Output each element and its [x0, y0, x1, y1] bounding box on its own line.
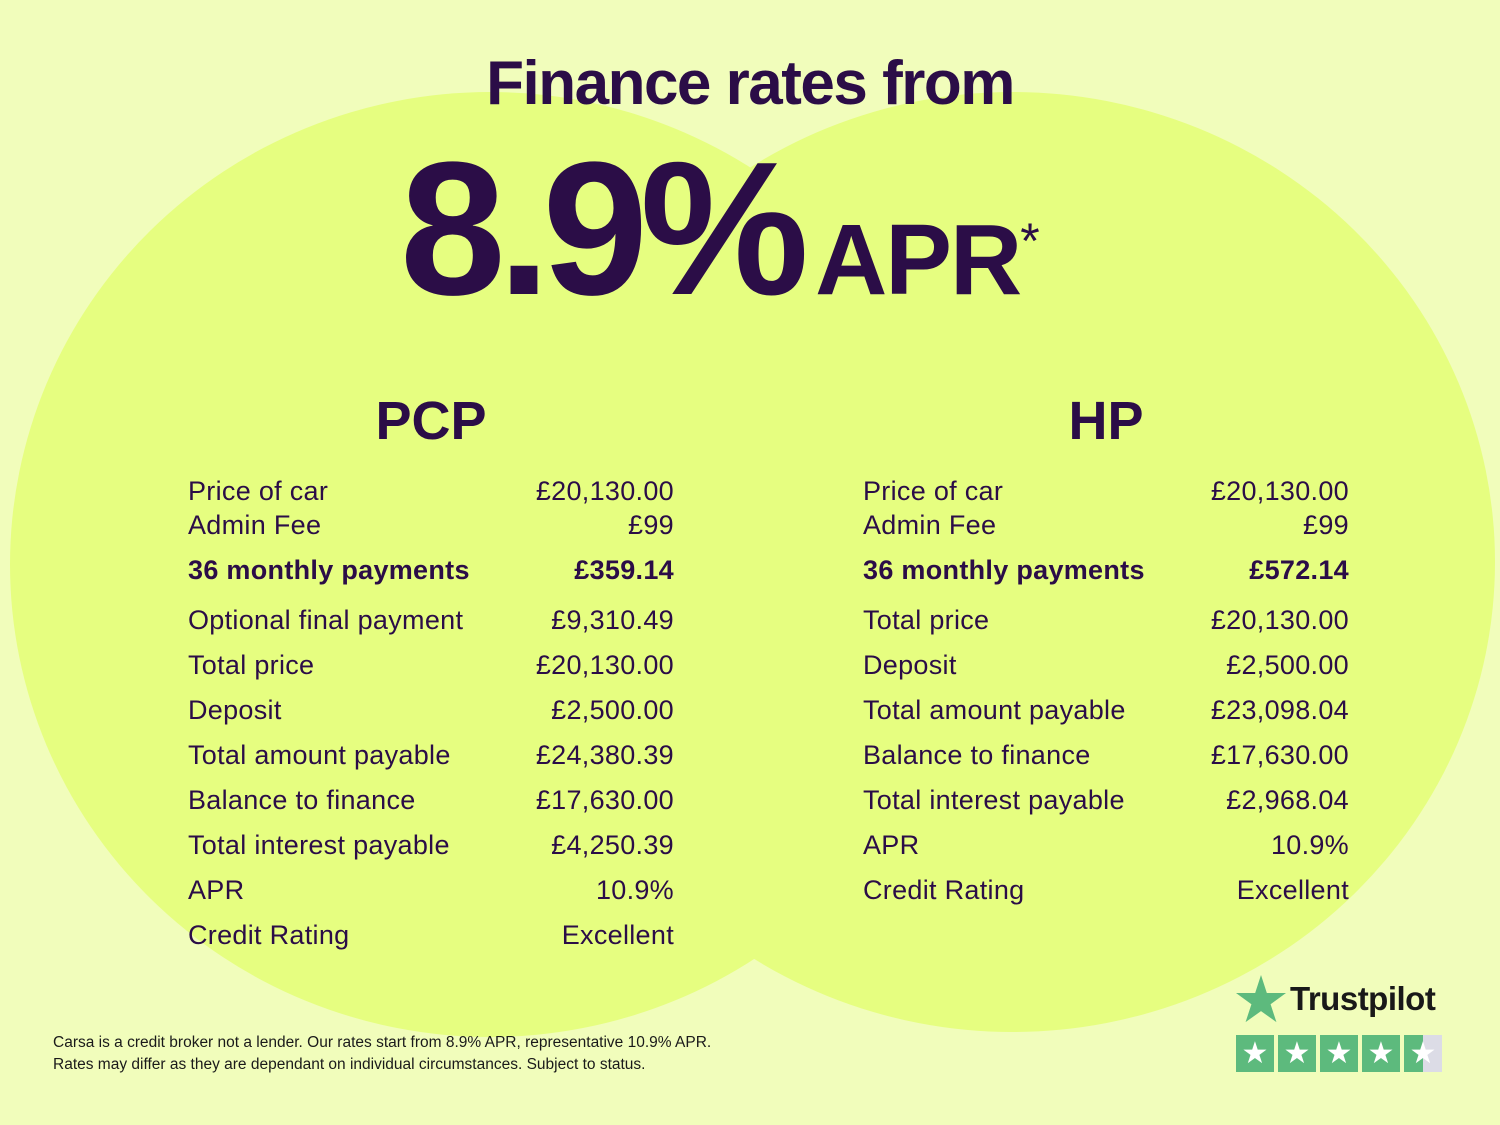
row-value: 10.9%	[595, 875, 674, 905]
disclaimer-line: Rates may differ as they are dependant o…	[53, 1056, 646, 1073]
trustpilot-name: Trustpilot	[1290, 980, 1436, 1017]
row-label: Price of car	[863, 475, 1004, 506]
star-icon: ★	[1278, 1035, 1316, 1072]
table-row: Deposit £2,500.00	[863, 643, 1349, 688]
row-value: £359.14	[574, 554, 674, 585]
row-value: £99	[1303, 509, 1349, 540]
row-value: £20,130.00	[1210, 475, 1349, 506]
row-value: £20,130.00	[535, 650, 674, 680]
table-row: Total interest payable £4,250.39	[188, 823, 674, 868]
table-row: APR 10.9%	[188, 868, 674, 913]
table-row: Total price £20,130.00	[188, 643, 674, 688]
table-row: Balance to finance £17,630.00	[863, 733, 1349, 778]
star-icon: ★	[1236, 1035, 1274, 1072]
star-icon: ★	[1404, 1035, 1442, 1072]
star-icon	[1236, 975, 1286, 1023]
table-row: Total price £20,130.00	[863, 598, 1349, 643]
row-value: £20,130.00	[535, 475, 674, 506]
table-row: Admin Fee £99	[863, 508, 1349, 542]
hp-table: HP Price of car £20,130.00 Admin Fee £99 36 …	[863, 390, 1349, 913]
row-value: Excellent	[561, 920, 674, 950]
rate-value: 8.9%	[400, 123, 809, 335]
row-value: £17,630.00	[535, 785, 674, 815]
row-label: Total price	[188, 650, 315, 680]
hp-title: HP	[1068, 391, 1144, 451]
table-row: Deposit £2,500.00	[188, 688, 674, 733]
table-row: Optional final payment £9,310.49	[188, 598, 674, 643]
row-label: Credit Rating	[188, 920, 350, 950]
row-value: £99	[628, 509, 674, 540]
row-label: APR	[188, 875, 245, 905]
row-value: £2,968.04	[1226, 785, 1349, 815]
row-value: £23,098.04	[1210, 695, 1349, 725]
row-label: Optional final payment	[188, 605, 464, 635]
table-row: Balance to finance £17,630.00	[188, 778, 674, 823]
row-label: 36 monthly payments	[863, 554, 1145, 585]
row-value: £2,500.00	[551, 695, 674, 725]
row-label: 36 monthly payments	[188, 554, 470, 585]
row-value: £2,500.00	[1226, 650, 1349, 680]
disclaimer-line: Carsa is a credit broker not a lender. O…	[53, 1034, 712, 1051]
star-icon: ★	[1362, 1035, 1400, 1072]
row-label: APR	[863, 830, 920, 860]
pcp-title: PCP	[375, 391, 487, 451]
row-label: Credit Rating	[863, 875, 1025, 905]
table-row: Admin Fee £99	[188, 508, 674, 542]
table-row: APR 10.9%	[863, 823, 1349, 868]
pcp-table: PCP Price of car £20,130.00 Admin Fee £99 36…	[188, 390, 674, 958]
asterisk: *	[1020, 212, 1040, 269]
table-row: Total interest payable £2,968.04	[863, 778, 1349, 823]
table-row: Price of car £20,130.00	[863, 474, 1349, 508]
table-row: Total amount payable £23,098.04	[863, 688, 1349, 733]
row-value: £572.14	[1249, 554, 1349, 585]
row-label: Deposit	[188, 695, 282, 725]
row-label: Total price	[863, 605, 990, 635]
rate-suffix: APR	[815, 204, 1022, 316]
row-value: £24,380.39	[535, 740, 674, 770]
rating-stars: ★ ★ ★ ★ ★	[1236, 1035, 1442, 1072]
row-label: Total amount payable	[188, 740, 451, 770]
table-row: Credit Rating Excellent	[863, 868, 1349, 913]
background-circle-right	[530, 92, 1495, 1032]
headline: Finance rates from	[486, 49, 1015, 118]
disclaimer: Carsa is a credit broker not a lender. O…	[53, 1032, 711, 1076]
star-icon: ★	[1320, 1035, 1358, 1072]
table-row: Total amount payable £24,380.39	[188, 733, 674, 778]
row-value: £9,310.49	[551, 605, 674, 635]
row-label: Balance to finance	[863, 740, 1091, 770]
row-label: Balance to finance	[188, 785, 416, 815]
trustpilot-badge: Trustpilot ★ ★ ★ ★ ★	[1236, 975, 1442, 1072]
row-value: Excellent	[1236, 875, 1349, 905]
table-row: Price of car £20,130.00	[188, 474, 674, 508]
row-value: £20,130.00	[1210, 605, 1349, 635]
row-value: 10.9%	[1270, 830, 1349, 860]
row-label: Total interest payable	[188, 830, 450, 860]
rate-display: 8.9% APR*	[400, 120, 1040, 338]
row-value: £17,630.00	[1210, 740, 1349, 770]
row-label: Admin Fee	[188, 509, 322, 540]
row-label: Total interest payable	[863, 785, 1125, 815]
table-row: Credit Rating Excellent	[188, 913, 674, 958]
table-row: 36 monthly payments £572.14	[863, 542, 1349, 598]
row-label: Deposit	[863, 650, 957, 680]
row-label: Total amount payable	[863, 695, 1126, 725]
table-row: 36 monthly payments £359.14	[188, 542, 674, 598]
row-label: Admin Fee	[863, 509, 997, 540]
row-value: £4,250.39	[551, 830, 674, 860]
row-label: Price of car	[188, 475, 329, 506]
